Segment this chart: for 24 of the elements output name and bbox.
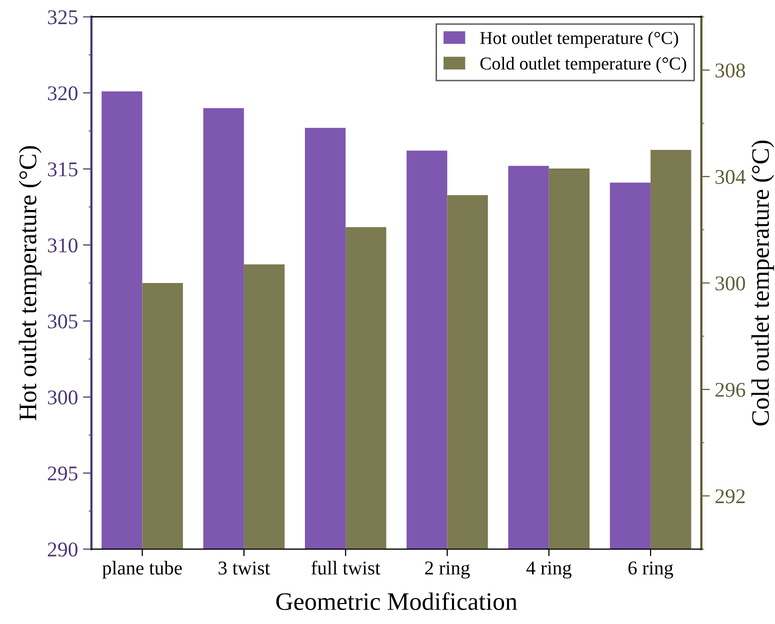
- y2-axis-title: Cold outlet temperature (°C): [751, 140, 774, 426]
- y-axis-title: Hot outlet temperature (°C): [18, 146, 42, 420]
- x-tick-label: 3 twist: [218, 562, 270, 575]
- y-tick-label: 290: [48, 542, 78, 557]
- y-tick-label: 300: [48, 390, 78, 404]
- y-tick-label: 305: [48, 314, 78, 328]
- y2-tick-label: 308: [716, 63, 746, 78]
- y2-tick-label: 304: [716, 170, 746, 184]
- legend-label: Cold outlet temperature (°C): [480, 56, 686, 74]
- y2-tick-label: 300: [716, 276, 746, 290]
- x-tick-label: full twist: [311, 560, 380, 575]
- y-tick-label: 325: [48, 10, 78, 24]
- x-axis-title: Geometric Modification: [276, 592, 518, 610]
- y-tick-label: 320: [48, 86, 78, 100]
- x-tick-label: plane tube: [102, 560, 182, 579]
- y-tick-label: 295: [48, 466, 78, 481]
- y2-tick-label: 292: [715, 489, 745, 504]
- legend-label: Hot outlet temperature (°C): [480, 31, 678, 48]
- y-tick-label: 315: [48, 162, 78, 176]
- x-tick-label: 4 ring: [526, 561, 572, 579]
- y2-tick-label: 296: [715, 382, 746, 397]
- x-tick-label: 2 ring: [425, 561, 470, 579]
- y-tick-label: 310: [48, 238, 78, 252]
- x-tick-label: 6 ring: [628, 561, 674, 579]
